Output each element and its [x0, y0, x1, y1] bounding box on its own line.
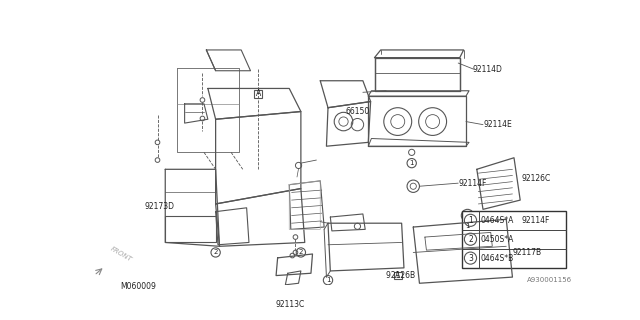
Circle shape: [463, 222, 472, 231]
Text: 0464S*B: 0464S*B: [481, 254, 514, 263]
Text: 1: 1: [465, 223, 470, 229]
Circle shape: [465, 252, 477, 264]
Text: 0464S*A: 0464S*A: [481, 216, 515, 225]
Text: 92113C: 92113C: [275, 300, 305, 308]
Text: 66150: 66150: [345, 107, 369, 116]
Text: 92114F: 92114F: [522, 216, 550, 225]
Circle shape: [407, 158, 417, 168]
Text: 1: 1: [468, 216, 473, 225]
Text: 92114D: 92114D: [472, 65, 502, 74]
Text: 2: 2: [299, 250, 303, 255]
Text: FRONT: FRONT: [109, 245, 133, 263]
Circle shape: [465, 233, 477, 245]
Bar: [394, 272, 402, 279]
Text: 92173D: 92173D: [145, 202, 174, 211]
Text: A: A: [395, 271, 401, 280]
Text: 92126B: 92126B: [386, 271, 420, 280]
Text: 92126C: 92126C: [522, 174, 551, 183]
Text: 92117B: 92117B: [513, 248, 541, 257]
Text: A930001156: A930001156: [527, 277, 572, 283]
Text: 1: 1: [326, 277, 330, 283]
Circle shape: [211, 248, 220, 257]
Text: 1: 1: [410, 160, 414, 166]
Bar: [462, 211, 566, 268]
Text: 0450S*A: 0450S*A: [481, 235, 515, 244]
Text: M060009: M060009: [120, 282, 156, 291]
Circle shape: [465, 214, 477, 226]
Text: A: A: [255, 89, 261, 98]
Text: 92114F: 92114F: [458, 179, 486, 188]
Text: 2: 2: [213, 250, 218, 255]
Circle shape: [296, 248, 305, 257]
Circle shape: [323, 276, 333, 285]
Text: 2: 2: [468, 235, 473, 244]
Text: 92114E: 92114E: [483, 120, 512, 129]
Text: 3: 3: [468, 254, 473, 263]
Bar: [254, 90, 262, 98]
